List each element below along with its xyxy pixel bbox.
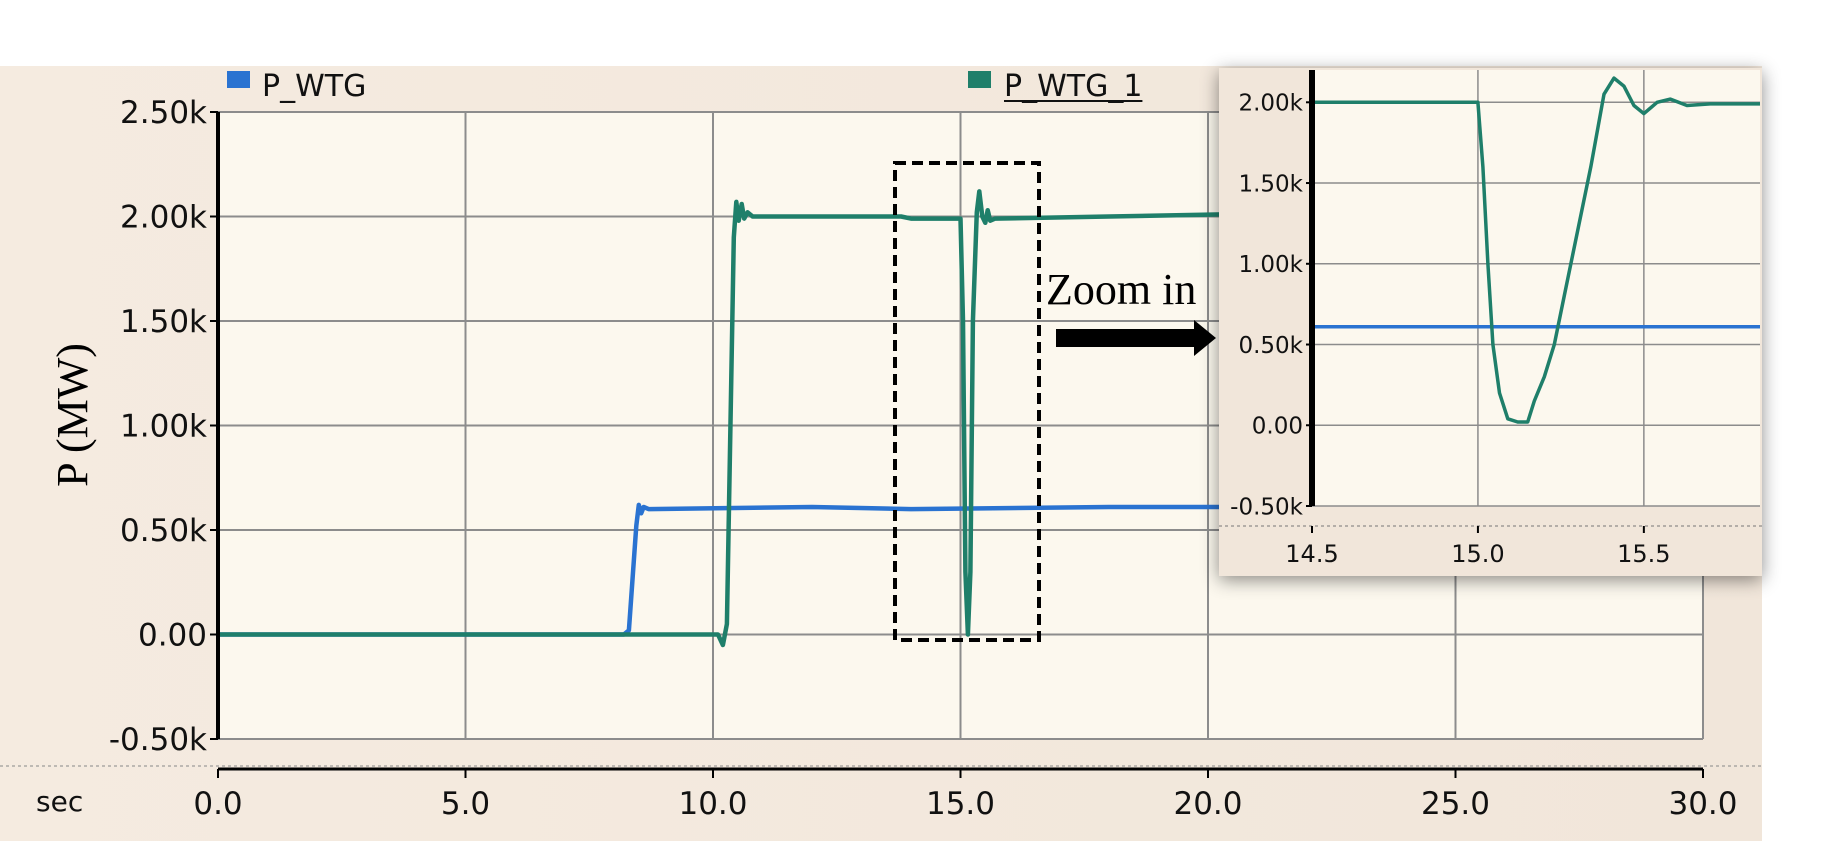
inset-x-tick-labels: 14.5 15.0 15.5 (1285, 526, 1671, 568)
inset-y-tick-label: 1.50k (1238, 171, 1303, 197)
main-y-tick-label: 0.00 (138, 618, 207, 654)
inset-x-tick-label: 15.0 (1451, 540, 1504, 568)
y-tick-labels: 2.50k 2.00k 1.50k 1.00k 0.50k 0.00 -0.50k (109, 95, 218, 758)
y-axis-label: P (MW) (48, 343, 97, 487)
legend-label-p-wtg: P_WTG (262, 69, 366, 104)
main-series-p-wtg-1 (218, 189, 1226, 648)
legend-label-p-wtg-1: P_WTG_1 (1004, 69, 1142, 104)
main-x-tick-label: 15.0 (926, 786, 995, 822)
legend-swatch-p-wtg (227, 71, 250, 88)
main-y-tick-label: 2.50k (120, 95, 207, 131)
main-x-tick-label: 30.0 (1668, 786, 1737, 822)
inset-series-p-wtg-1 (1312, 76, 1760, 424)
inset-y-tick-label: 2.00k (1238, 91, 1303, 117)
inset-y-tick-labels: 2.00k 1.50k 1.00k 0.50k 0.00 -0.50k (1230, 91, 1312, 520)
inset-y-tick-label: 0.50k (1238, 333, 1303, 359)
inset-y-tick-label: 1.00k (1238, 252, 1303, 278)
main-series (218, 189, 1226, 648)
main-x-tick-label: 25.0 (1421, 786, 1490, 822)
legend-swatch-p-wtg-1 (968, 71, 991, 88)
inset-y-tick-label: -0.50k (1230, 494, 1304, 520)
main-y-tick-label: 0.50k (120, 513, 207, 549)
main-y-tick-label: 1.00k (120, 409, 207, 445)
legend: P_WTG P_WTG_1 (227, 69, 1143, 104)
inset-series (1312, 76, 1760, 424)
main-y-tick-label: -0.50k (109, 722, 207, 758)
main-series-p-wtg (218, 502, 1226, 637)
main-y-tick-label: 2.00k (120, 200, 207, 236)
main-x-tick-label: 0.0 (193, 786, 242, 822)
inset-x-tick-label: 14.5 (1285, 540, 1338, 568)
x-tick-labels: 0.0 5.0 10.0 15.0 20.0 25.0 30.0 (193, 769, 1738, 822)
zoom-region-box (893, 161, 1041, 642)
main-x-tick-label: 10.0 (678, 786, 747, 822)
main-y-tick-label: 1.50k (120, 304, 207, 340)
inset-x-tick-label: 15.5 (1617, 540, 1670, 568)
main-x-tick-label: 5.0 (441, 786, 490, 822)
inset-y-tick-label: 0.00 (1252, 414, 1303, 440)
main-x-tick-label: 20.0 (1173, 786, 1242, 822)
zoom-label: Zoom in (1046, 265, 1196, 314)
inset-plot-area (1312, 70, 1760, 506)
x-axis-label: sec (36, 785, 83, 818)
zoom-arrow-icon (1056, 320, 1216, 356)
